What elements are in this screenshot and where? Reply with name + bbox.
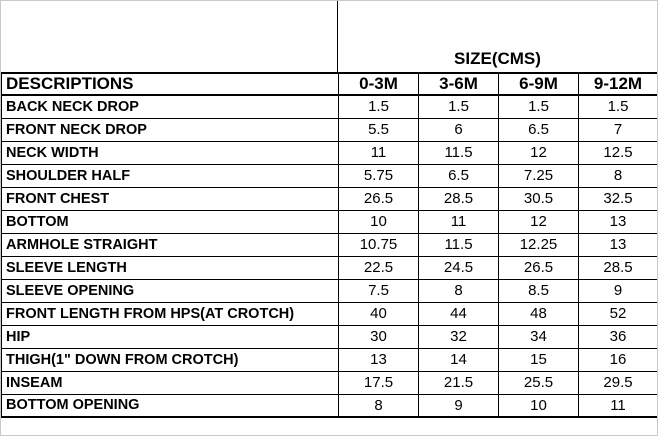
measurement-value: 16 bbox=[578, 347, 657, 372]
size-cms-cell: SIZE(CMS) bbox=[338, 1, 657, 72]
measurement-value: 7 bbox=[578, 117, 657, 142]
measurement-value: 8 bbox=[418, 278, 499, 303]
measurement-value: 29.5 bbox=[578, 370, 657, 395]
measurements-table: DESCRIPTIONS 0-3M 3-6M 6-9M 9-12M BACK N… bbox=[1, 72, 657, 418]
table-row: THIGH(1" DOWN FROM CROTCH) 13 14 15 16 bbox=[1, 347, 657, 372]
row-label: BOTTOM bbox=[1, 209, 339, 234]
measurement-value: 9 bbox=[578, 278, 657, 303]
column-header-0-3m: 0-3M bbox=[338, 72, 419, 96]
measurement-value: 22.5 bbox=[338, 255, 419, 280]
measurement-value: 44 bbox=[418, 301, 499, 326]
row-label: SHOULDER HALF bbox=[1, 163, 339, 188]
row-label: BACK NECK DROP bbox=[1, 94, 339, 119]
row-label: FRONT NECK DROP bbox=[1, 117, 339, 142]
measurement-value: 6.5 bbox=[418, 163, 499, 188]
table-row: FRONT LENGTH FROM HPS(AT CROTCH) 40 44 48 52 bbox=[1, 301, 657, 326]
column-header-9-12m: 9-12M bbox=[578, 72, 657, 96]
measurement-value: 15 bbox=[498, 347, 579, 372]
row-label: INSEAM bbox=[1, 370, 339, 395]
measurement-value: 21.5 bbox=[418, 370, 499, 395]
measurement-value: 30 bbox=[338, 324, 419, 349]
measurement-value: 30.5 bbox=[498, 186, 579, 211]
measurement-value: 14 bbox=[418, 347, 499, 372]
measurement-value: 8 bbox=[338, 393, 419, 418]
measurement-value: 11 bbox=[418, 209, 499, 234]
column-header-3-6m: 3-6M bbox=[418, 72, 499, 96]
measurement-value: 13 bbox=[578, 232, 657, 257]
measurement-value: 48 bbox=[498, 301, 579, 326]
measurement-value: 11.5 bbox=[418, 140, 499, 165]
row-label: FRONT LENGTH FROM HPS(AT CROTCH) bbox=[1, 301, 339, 326]
column-header-6-9m: 6-9M bbox=[498, 72, 579, 96]
table-row: BOTTOM 10 11 12 13 bbox=[1, 209, 657, 234]
measurement-value: 12.5 bbox=[578, 140, 657, 165]
table-row: FRONT NECK DROP 5.5 6 6.5 7 bbox=[1, 117, 657, 142]
measurement-value: 11.5 bbox=[418, 232, 499, 257]
measurement-value: 7.25 bbox=[498, 163, 579, 188]
measurement-value: 7.5 bbox=[338, 278, 419, 303]
header-row: DESCRIPTIONS 0-3M 3-6M 6-9M 9-12M bbox=[1, 72, 657, 96]
measurement-value: 10 bbox=[498, 393, 579, 418]
table-row: FRONT CHEST 26.5 28.5 30.5 32.5 bbox=[1, 186, 657, 211]
measurement-value: 13 bbox=[578, 209, 657, 234]
measurement-value: 26.5 bbox=[498, 255, 579, 280]
row-label: HIP bbox=[1, 324, 339, 349]
table-row: HIP 30 32 34 36 bbox=[1, 324, 657, 349]
measurement-value: 12.25 bbox=[498, 232, 579, 257]
measurement-value: 32.5 bbox=[578, 186, 657, 211]
row-label: FRONT CHEST bbox=[1, 186, 339, 211]
table-body: BACK NECK DROP 1.5 1.5 1.5 1.5 FRONT NECK DRO… bbox=[1, 94, 657, 418]
measurement-value: 26.5 bbox=[338, 186, 419, 211]
measurement-value: 5.5 bbox=[338, 117, 419, 142]
measurement-value: 6.5 bbox=[498, 117, 579, 142]
measurement-value: 11 bbox=[578, 393, 657, 418]
row-label: THIGH(1" DOWN FROM CROTCH) bbox=[1, 347, 339, 372]
measurement-value: 11 bbox=[338, 140, 419, 165]
size-cms-title: SIZE(CMS) bbox=[454, 49, 541, 68]
table-row: BOTTOM OPENING 8 9 10 11 bbox=[1, 393, 657, 418]
measurement-value: 6 bbox=[418, 117, 499, 142]
table-row: ARMHOLE STRAIGHT 10.75 11.5 12.25 13 bbox=[1, 232, 657, 257]
measurement-value: 32 bbox=[418, 324, 499, 349]
row-label: ARMHOLE STRAIGHT bbox=[1, 232, 339, 257]
top-left-empty-cell bbox=[1, 1, 338, 72]
measurement-value: 1.5 bbox=[418, 94, 499, 119]
measurement-value: 52 bbox=[578, 301, 657, 326]
measurement-value: 8 bbox=[578, 163, 657, 188]
table-row: SLEEVE LENGTH 22.5 24.5 26.5 28.5 bbox=[1, 255, 657, 280]
row-label: NECK WIDTH bbox=[1, 140, 339, 165]
measurement-value: 1.5 bbox=[498, 94, 579, 119]
measurement-value: 28.5 bbox=[578, 255, 657, 280]
measurement-value: 28.5 bbox=[418, 186, 499, 211]
measurement-value: 25.5 bbox=[498, 370, 579, 395]
table-row: BACK NECK DROP 1.5 1.5 1.5 1.5 bbox=[1, 94, 657, 119]
table-row: SLEEVE OPENING 7.5 8 8.5 9 bbox=[1, 278, 657, 303]
size-header-region: SIZE(CMS) bbox=[1, 1, 657, 72]
measurement-value: 12 bbox=[498, 209, 579, 234]
measurement-value: 1.5 bbox=[578, 94, 657, 119]
table-row: NECK WIDTH 11 11.5 12 12.5 bbox=[1, 140, 657, 165]
measurement-value: 13 bbox=[338, 347, 419, 372]
measurement-value: 40 bbox=[338, 301, 419, 326]
measurement-value: 10 bbox=[338, 209, 419, 234]
measurement-value: 12 bbox=[498, 140, 579, 165]
column-header-descriptions: DESCRIPTIONS bbox=[1, 72, 339, 96]
measurement-value: 9 bbox=[418, 393, 499, 418]
row-label: BOTTOM OPENING bbox=[1, 393, 339, 418]
measurement-value: 1.5 bbox=[338, 94, 419, 119]
table-row: SHOULDER HALF 5.75 6.5 7.25 8 bbox=[1, 163, 657, 188]
measurement-value: 17.5 bbox=[338, 370, 419, 395]
row-label: SLEEVE OPENING bbox=[1, 278, 339, 303]
measurement-value: 24.5 bbox=[418, 255, 499, 280]
table-row: INSEAM 17.5 21.5 25.5 29.5 bbox=[1, 370, 657, 395]
measurement-value: 8.5 bbox=[498, 278, 579, 303]
measurement-value: 36 bbox=[578, 324, 657, 349]
measurement-value: 34 bbox=[498, 324, 579, 349]
measurement-value: 10.75 bbox=[338, 232, 419, 257]
row-label: SLEEVE LENGTH bbox=[1, 255, 339, 280]
measurement-value: 5.75 bbox=[338, 163, 419, 188]
